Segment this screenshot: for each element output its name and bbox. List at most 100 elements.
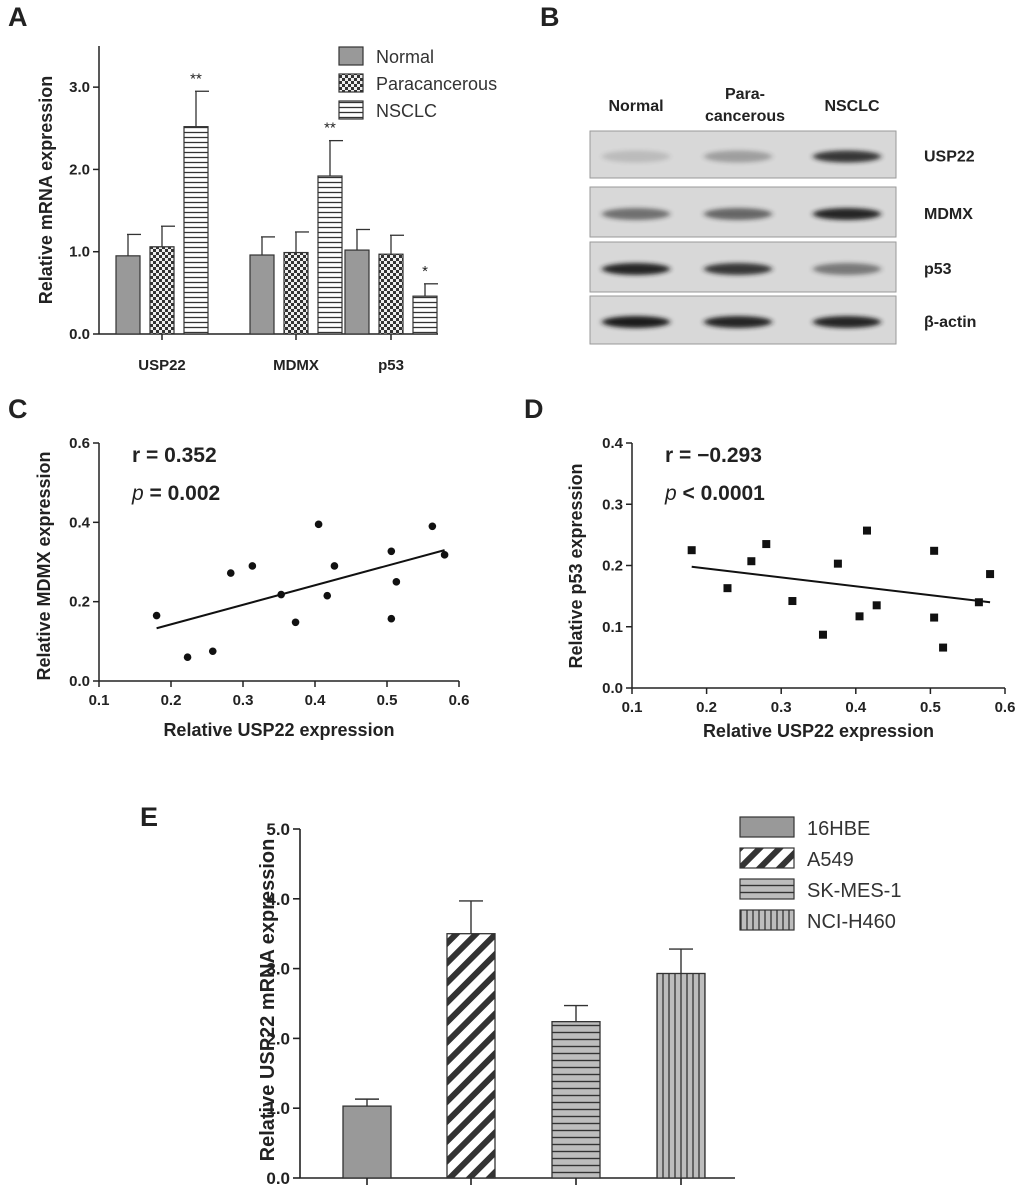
bar [249,254,275,335]
western-blot-b: Normal Para-cancerous NSCLC USP22 MDMX p53 β-a… [589,86,976,345]
legend-label: NSCLC [376,101,437,121]
x-tick-label: USP22 [138,357,186,374]
blot-row-label: USP22 [924,149,975,166]
blot-band [704,316,772,328]
legend-swatch [338,46,364,66]
y-tick-label: 0.6 [69,435,90,452]
bar [378,253,404,335]
x-tick-label: 0.4 [305,692,327,709]
data-point [687,546,696,555]
data-point [762,540,771,549]
legend-swatch [739,878,795,900]
y-axis-label: Relative mRNA expression [36,76,56,304]
blot-row-label: MDMX [924,206,973,223]
data-point [872,601,881,610]
blot-row-label: p53 [924,261,952,278]
y-tick-label: 0.4 [69,514,91,531]
chart-c-scatter: 0.0 0.2 0.4 0.6 0.1 0.2 0.3 0.4 0.5 0.6 Relative U… [34,435,469,740]
data-point [208,647,217,656]
x-tick-label: 0.3 [233,692,254,709]
data-point [440,551,449,559]
x-tick-label: p53 [378,357,404,374]
bar [412,295,438,335]
blot-column-label: Para- [725,86,765,103]
bar [317,175,343,335]
data-point [747,557,756,566]
x-tick-label: 0.2 [696,699,717,716]
y-tick-label: 0.2 [69,594,90,611]
panel-label-c: C [8,394,28,424]
data-point [833,559,842,568]
y-tick-label: 0.0 [602,680,623,697]
regression-line [691,565,991,604]
data-point [862,526,871,535]
bar [283,251,309,335]
data-point [392,578,401,586]
y-tick-label: 0.0 [69,673,90,690]
blot-band [602,316,670,328]
y-tick-label: 0.4 [602,435,624,452]
bar [446,933,496,1179]
data-point [788,597,797,606]
data-point [226,569,235,577]
y-tick-label: 2.0 [266,1029,290,1048]
blot-row-label: β-actin [924,314,976,331]
x-tick-label: 0.6 [449,692,470,709]
x-tick-label: 0.4 [845,699,867,716]
data-point [930,613,939,622]
legend-label: Paracancerous [376,74,497,94]
bar [115,255,141,335]
p-symbol: p [664,482,677,505]
y-tick-label: 1.0 [69,244,90,261]
blot-column-label: cancerous [705,108,785,125]
data-point [248,562,257,570]
blot-band [704,150,772,163]
y-tick-label: 3.0 [69,79,90,96]
correlation-r: r = −0.293 [665,444,762,467]
y-tick-label: 0.2 [602,558,623,575]
data-point [330,562,339,570]
legend-label: Normal [376,47,434,67]
panel-label-e: E [140,802,158,832]
regression-line [156,549,445,630]
blot-band [602,208,670,220]
y-tick-label: 4.0 [266,890,290,909]
significance-mark: * [422,263,428,280]
chart-d-scatter: 0.0 0.1 0.2 0.3 0.4 0.1 0.2 0.3 0.4 0.5 0.6 Relativ… [566,435,1015,741]
data-point [818,630,827,639]
blot-band [602,150,670,163]
y-tick-label: 0.1 [602,619,623,636]
p-symbol: p [131,482,144,505]
y-tick-label: 3.0 [266,960,290,979]
data-point [183,653,192,661]
blot-band [813,263,881,275]
y-tick-label: 0.3 [602,496,623,513]
data-point [387,614,396,623]
x-tick-label: 0.2 [161,692,182,709]
x-axis-label: Relative USP22 expression [703,721,934,741]
legend-label: SK-MES-1 [807,880,901,902]
bar [551,1020,601,1179]
data-point [314,520,323,529]
data-point [930,546,939,555]
legend-swatch [739,847,795,869]
blot-band [813,316,881,328]
x-tick-label: MDMX [273,357,319,374]
y-axis-label: Relative MDMX expression [34,451,54,680]
y-tick-label: 5.0 [266,820,290,839]
data-point [428,522,437,531]
y-tick-label: 0.0 [69,326,90,343]
panel-label-b: B [540,2,560,32]
legend-swatch [338,73,364,93]
significance-mark: ** [324,120,336,137]
correlation-p: p = 0.002 [131,482,220,505]
blot-band [704,208,772,220]
blot-column-label: NSCLC [824,98,880,115]
legend-label: NCI-H460 [807,911,896,933]
x-tick-label: 0.6 [995,699,1016,716]
correlation-p: p < 0.0001 [664,482,765,505]
x-axis-label: Relative USP22 expression [163,720,394,740]
x-tick-label: 0.5 [920,699,941,716]
